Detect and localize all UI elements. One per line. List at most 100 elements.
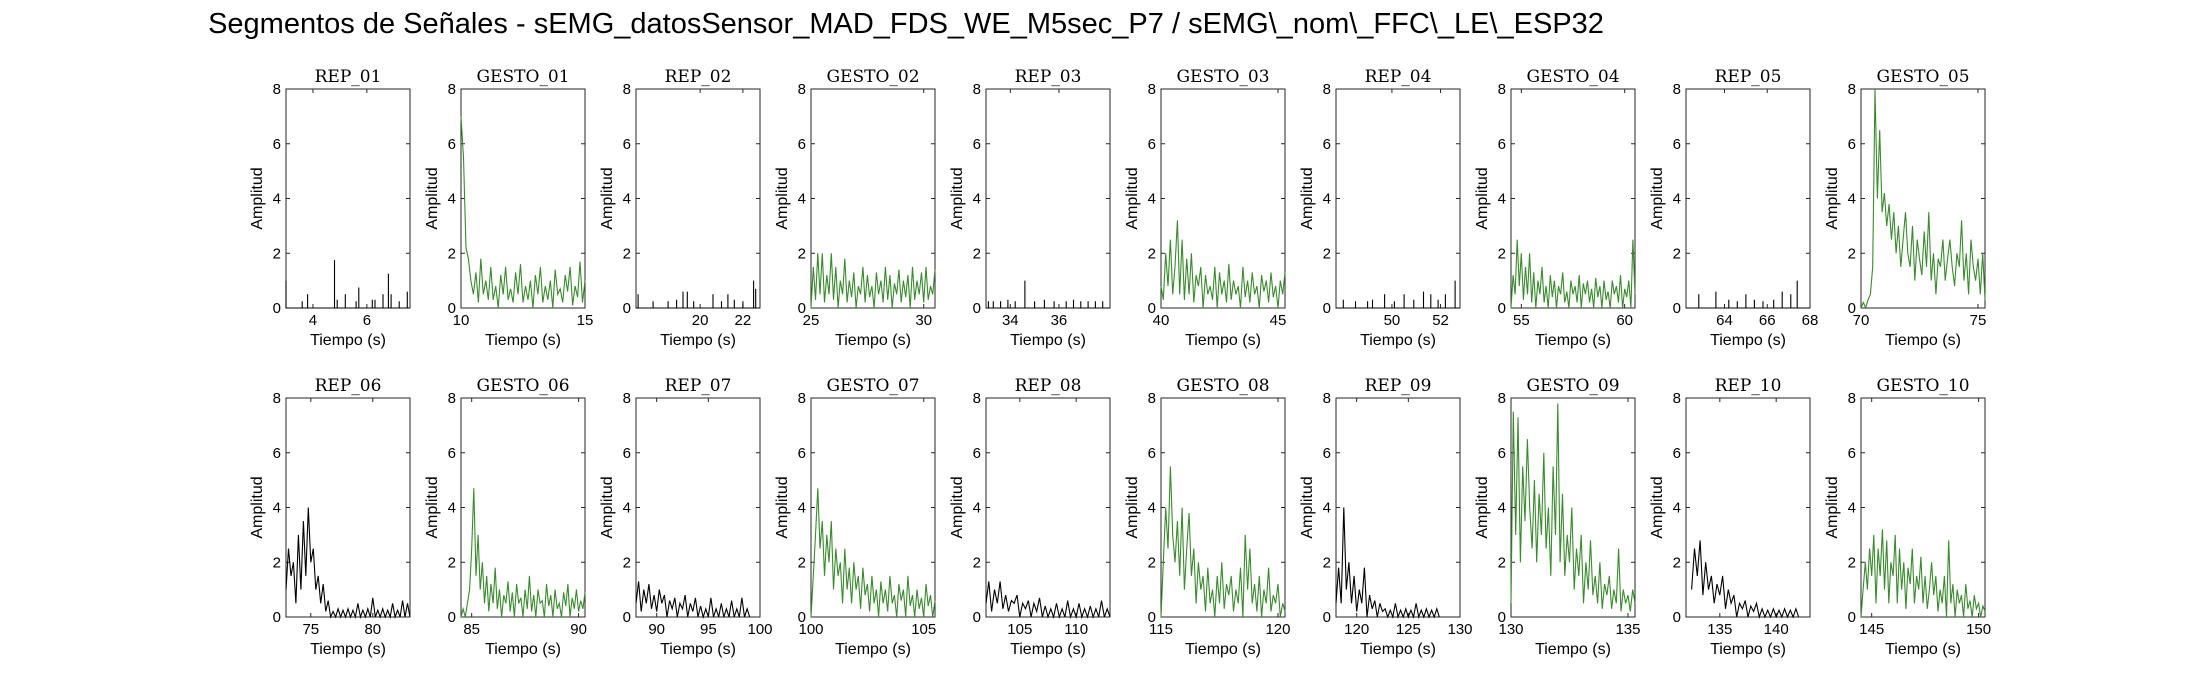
y-axis-label: Amplitud — [1299, 476, 1316, 538]
ytick-label: 2 — [273, 554, 281, 571]
xtick-label: 52 — [1432, 312, 1449, 329]
ytick-label: 0 — [273, 300, 281, 317]
axes-frame-rep-07 — [635, 397, 761, 618]
subplot-title-rep-08: REP_08 — [1015, 376, 1082, 396]
y-axis-label: Amplitud — [249, 167, 266, 229]
signal-line-gesto-04 — [1510, 239, 1636, 309]
ytick-label: 6 — [273, 136, 281, 153]
ytick-label: 8 — [1673, 390, 1681, 407]
y-axis-label: Amplitud — [1649, 476, 1666, 538]
ytick-label: 4 — [1323, 191, 1331, 208]
ytick-label: 2 — [1148, 245, 1156, 262]
xtick-label: 90 — [648, 621, 665, 638]
ytick-label: 4 — [1323, 500, 1331, 517]
xtick-label: 15 — [577, 312, 594, 329]
xtick-label: 45 — [1270, 312, 1287, 329]
ytick-label: 0 — [1323, 609, 1331, 626]
ytick-label: 4 — [273, 191, 281, 208]
ytick-label: 0 — [1498, 609, 1506, 626]
ytick-label: 6 — [1148, 445, 1156, 462]
signal-line-gesto-09 — [1510, 403, 1636, 612]
ytick-label: 6 — [1148, 136, 1156, 153]
xtick-label: 75 — [302, 621, 319, 638]
y-axis-label: Amplitud — [249, 476, 266, 538]
subplot-title-gesto-07: GESTO_07 — [826, 376, 919, 396]
ytick-label: 6 — [1848, 445, 1856, 462]
ytick-label: 2 — [448, 245, 456, 262]
ytick-label: 6 — [1498, 445, 1506, 462]
xtick-label: 10 — [453, 312, 470, 329]
subplot-title-gesto-09: GESTO_09 — [1526, 376, 1619, 396]
subplot-title-rep-04: REP_04 — [1365, 67, 1432, 87]
signal-line-gesto-08 — [1160, 466, 1286, 618]
ytick-label: 0 — [973, 609, 981, 626]
ytick-label: 8 — [1148, 390, 1156, 407]
xtick-label: 66 — [1759, 312, 1776, 329]
x-axis-label: Tiempo (s) — [1885, 641, 1961, 658]
ytick-label: 4 — [798, 191, 806, 208]
xtick-label: 75 — [1970, 312, 1987, 329]
signal-line-gesto-02 — [810, 253, 936, 309]
ytick-label: 0 — [623, 609, 631, 626]
x-axis-label: Tiempo (s) — [1360, 332, 1436, 349]
axes-frame-gesto-04 — [1510, 88, 1636, 309]
subplot-title-rep-03: REP_03 — [1015, 67, 1082, 87]
ytick-label: 8 — [273, 81, 281, 98]
y-axis-label: Amplitud — [1474, 167, 1491, 229]
axes-frame-rep-04 — [1335, 88, 1461, 309]
ytick-label: 6 — [973, 136, 981, 153]
signal-line-rep-10 — [1691, 540, 1800, 620]
ytick-label: 6 — [1323, 136, 1331, 153]
x-axis-label: Tiempo (s) — [485, 332, 561, 349]
xtick-label: 20 — [692, 312, 709, 329]
ytick-label: 0 — [1323, 300, 1331, 317]
xtick-label: 90 — [570, 621, 587, 638]
ytick-label: 6 — [448, 136, 456, 153]
xtick-label: 4 — [309, 312, 317, 329]
x-axis-label: Tiempo (s) — [835, 332, 911, 349]
ytick-label: 6 — [798, 445, 806, 462]
xtick-label: 85 — [463, 621, 480, 638]
ytick-label: 4 — [273, 500, 281, 517]
xtick-label: 50 — [1384, 312, 1401, 329]
y-axis-label: Amplitud — [1824, 476, 1841, 538]
xtick-label: 30 — [915, 312, 932, 329]
y-axis-label: Amplitud — [599, 476, 616, 538]
ytick-label: 2 — [798, 245, 806, 262]
axes-frame-rep-05 — [1685, 88, 1811, 309]
x-axis-label: Tiempo (s) — [1710, 332, 1786, 349]
x-axis-label: Tiempo (s) — [1535, 332, 1611, 349]
ytick-label: 0 — [1673, 300, 1681, 317]
subplot-title-gesto-06: GESTO_06 — [476, 376, 569, 396]
x-axis-label: Tiempo (s) — [835, 641, 911, 658]
y-axis-label: Amplitud — [1474, 476, 1491, 538]
ytick-label: 0 — [1848, 300, 1856, 317]
xtick-label: 40 — [1153, 312, 1170, 329]
y-axis-label: Amplitud — [1124, 167, 1141, 229]
ytick-label: 6 — [623, 136, 631, 153]
subplot-title-rep-06: REP_06 — [315, 376, 382, 396]
xtick-label: 100 — [747, 621, 772, 638]
subplot-title-rep-01: REP_01 — [315, 67, 382, 87]
x-axis-label: Tiempo (s) — [1185, 332, 1261, 349]
y-axis-label: Amplitud — [774, 167, 791, 229]
signal-line-rep-01 — [285, 260, 410, 309]
xtick-label: 68 — [1802, 312, 1819, 329]
signal-line-rep-09 — [1335, 507, 1440, 620]
ytick-label: 0 — [973, 300, 981, 317]
x-axis-label: Tiempo (s) — [1185, 641, 1261, 658]
xtick-label: 36 — [1051, 312, 1068, 329]
ytick-label: 6 — [1673, 445, 1681, 462]
signal-line-rep-07 — [635, 581, 751, 620]
ytick-label: 6 — [1673, 136, 1681, 153]
ytick-label: 4 — [1498, 500, 1506, 517]
signal-line-rep-08 — [985, 581, 1111, 620]
ytick-label: 2 — [1498, 245, 1506, 262]
ytick-label: 8 — [798, 390, 806, 407]
ytick-label: 8 — [1673, 81, 1681, 98]
ytick-label: 2 — [798, 554, 806, 571]
ytick-label: 4 — [623, 500, 631, 517]
ytick-label: 8 — [973, 81, 981, 98]
ytick-label: 8 — [1323, 81, 1331, 98]
